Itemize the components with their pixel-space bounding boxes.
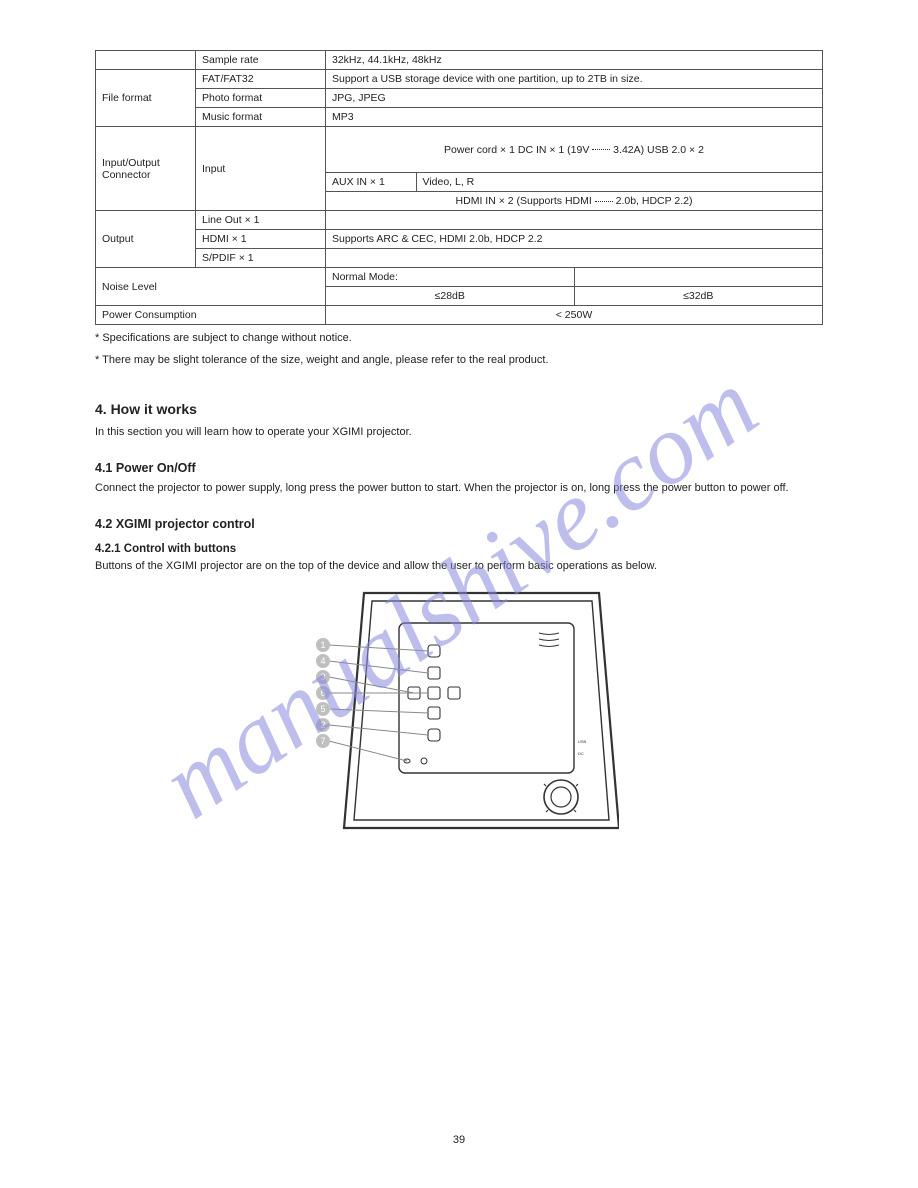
- cell: Photo format: [196, 89, 326, 108]
- cell: File format: [96, 70, 196, 127]
- section-heading-4-2: 4.2 XGIMI projector control: [95, 517, 823, 531]
- svg-text:1: 1: [320, 640, 325, 650]
- cell: AUX IN × 1: [326, 173, 416, 191]
- svg-text:5: 5: [320, 704, 325, 714]
- cell: Input/Output Connector: [96, 127, 196, 211]
- cell: Support a USB storage device with one pa…: [326, 70, 823, 89]
- cell: HDMI × 1: [196, 230, 326, 249]
- cell: HDMI IN × 2 (Supports HDMI 2.0b, HDCP 2.…: [326, 192, 823, 211]
- cell: AUX IN × 1 Video, L, R: [326, 173, 823, 192]
- cell: Music format: [196, 108, 326, 127]
- body-paragraph: Connect the projector to power supply, l…: [95, 481, 823, 497]
- cell: S/PDIF × 1: [196, 249, 326, 268]
- table-row: Input/Output Connector Input Power cord …: [96, 127, 823, 173]
- svg-text:7: 7: [320, 736, 325, 746]
- table-row: HDMI × 1 Supports ARC & CEC, HDMI 2.0b, …: [96, 230, 823, 249]
- svg-text:4: 4: [320, 656, 325, 666]
- cell: FAT/FAT32: [196, 70, 326, 89]
- cell: Normal Mode: ≤28dB ≤32dB: [326, 268, 823, 306]
- cell: Video, L, R: [416, 173, 822, 191]
- table-row: Photo format JPG, JPEG: [96, 89, 823, 108]
- cell: [96, 51, 196, 70]
- section-subtitle: In this section you will learn how to op…: [95, 425, 823, 441]
- section-heading-4-2-1: 4.2.1 Control with buttons: [95, 543, 823, 555]
- cell: Noise Level: [96, 268, 326, 306]
- cell: MP3: [326, 108, 823, 127]
- svg-text:USB: USB: [578, 739, 587, 744]
- table-row: Power Consumption < 250W: [96, 306, 823, 325]
- table-row: Noise Level Normal Mode: ≤28dB ≤32dB: [96, 268, 823, 306]
- table-row: Sample rate 32kHz, 44.1kHz, 48kHz: [96, 51, 823, 70]
- svg-text:3: 3: [320, 672, 325, 682]
- cell: Output: [96, 211, 196, 268]
- cell: Supports ARC & CEC, HDMI 2.0b, HDCP 2.2: [326, 230, 823, 249]
- cell: [326, 211, 823, 230]
- projector-top-diagram: USB DC 1 4 3 6 5 2 7: [95, 583, 823, 856]
- section-heading-4: 4. How it works: [95, 401, 823, 417]
- table-row: Output Line Out × 1: [96, 211, 823, 230]
- cell: Power cord × 1 DC IN × 1 (19V 3.42A) USB…: [326, 127, 823, 173]
- body-paragraph: Buttons of the XGIMI projector are on th…: [95, 559, 823, 575]
- cell: Line Out × 1: [196, 211, 326, 230]
- footnote: * There may be slight tolerance of the s…: [95, 353, 823, 369]
- section-heading-4-1: 4.1 Power On/Off: [95, 461, 823, 475]
- cell: [574, 268, 822, 287]
- cell: Sample rate: [196, 51, 326, 70]
- cell: ≤32dB: [574, 287, 822, 306]
- svg-text:6: 6: [320, 688, 325, 698]
- cell: JPG, JPEG: [326, 89, 823, 108]
- cell: Power Consumption: [96, 306, 326, 325]
- svg-text:DC: DC: [578, 751, 584, 756]
- cell: [326, 249, 823, 268]
- footnote: * Specifications are subject to change w…: [95, 331, 823, 347]
- svg-text:2: 2: [320, 720, 325, 730]
- table-row: S/PDIF × 1: [96, 249, 823, 268]
- cell: 32kHz, 44.1kHz, 48kHz: [326, 51, 823, 70]
- cell: < 250W: [326, 306, 823, 325]
- table-row: File format FAT/FAT32 Support a USB stor…: [96, 70, 823, 89]
- cell: ≤28dB: [326, 287, 574, 306]
- table-row: Music format MP3: [96, 108, 823, 127]
- page-number: 39: [453, 1134, 465, 1146]
- specs-table: Sample rate 32kHz, 44.1kHz, 48kHz File f…: [95, 50, 823, 325]
- cell: Input: [196, 127, 326, 211]
- cell: Normal Mode:: [326, 268, 574, 287]
